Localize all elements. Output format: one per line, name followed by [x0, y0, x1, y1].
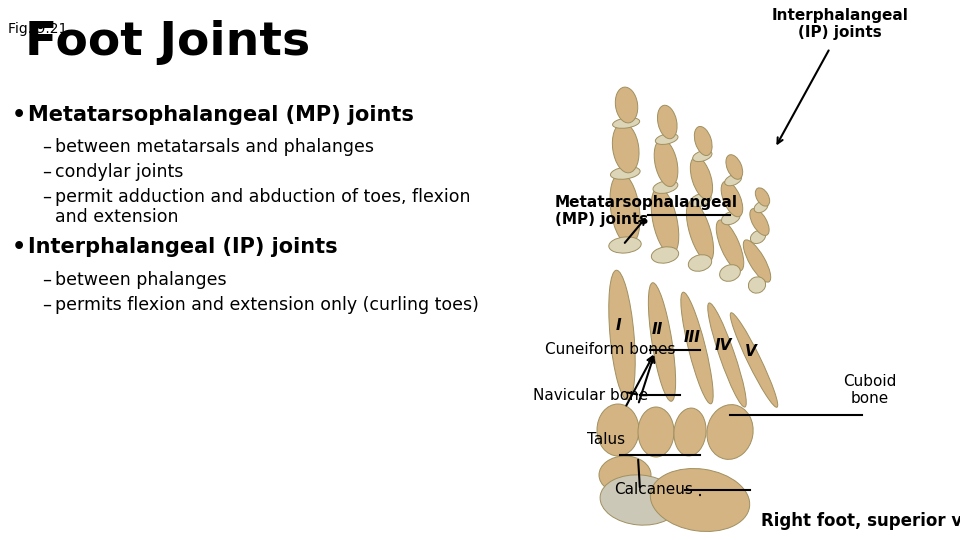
Ellipse shape	[652, 247, 679, 263]
Ellipse shape	[658, 105, 677, 139]
Ellipse shape	[611, 167, 640, 179]
Text: Interphalangeal (IP) joints: Interphalangeal (IP) joints	[28, 237, 338, 257]
Text: Cuneiform bones: Cuneiform bones	[545, 342, 676, 357]
Ellipse shape	[750, 208, 769, 235]
Text: permit adduction and abduction of toes, flexion: permit adduction and abduction of toes, …	[55, 188, 470, 206]
Ellipse shape	[656, 133, 678, 144]
Ellipse shape	[615, 87, 637, 123]
Text: Talus: Talus	[587, 433, 625, 448]
Ellipse shape	[693, 151, 712, 161]
Ellipse shape	[610, 173, 640, 245]
Ellipse shape	[707, 404, 754, 460]
Ellipse shape	[743, 240, 771, 282]
Text: •: •	[12, 237, 26, 257]
Text: –: –	[42, 138, 51, 156]
Ellipse shape	[716, 220, 744, 271]
Text: and extension: and extension	[55, 208, 179, 226]
Ellipse shape	[722, 211, 740, 225]
Text: V: V	[745, 345, 756, 360]
Text: Metatarsophalangeal
(MP) joints: Metatarsophalangeal (MP) joints	[555, 195, 738, 227]
Ellipse shape	[749, 277, 766, 293]
Ellipse shape	[725, 174, 741, 186]
Ellipse shape	[612, 123, 639, 173]
Ellipse shape	[751, 231, 765, 244]
Ellipse shape	[721, 181, 743, 217]
Ellipse shape	[694, 126, 712, 156]
Text: Navicular bone: Navicular bone	[533, 388, 648, 402]
Text: condylar joints: condylar joints	[55, 163, 183, 181]
Ellipse shape	[686, 201, 713, 262]
Text: between phalanges: between phalanges	[55, 271, 227, 289]
Text: –: –	[42, 188, 51, 206]
Ellipse shape	[612, 118, 639, 129]
Text: Right foot, superior vie: Right foot, superior vie	[761, 512, 960, 530]
Ellipse shape	[654, 139, 678, 187]
Ellipse shape	[731, 313, 778, 407]
Ellipse shape	[609, 270, 636, 400]
Text: Metatarsophalangeal (MP) joints: Metatarsophalangeal (MP) joints	[28, 105, 414, 125]
Ellipse shape	[597, 404, 639, 456]
Ellipse shape	[653, 180, 678, 193]
Ellipse shape	[755, 201, 768, 213]
Ellipse shape	[690, 193, 711, 207]
Text: III: III	[684, 329, 701, 345]
Text: –: –	[42, 163, 51, 181]
Ellipse shape	[600, 475, 680, 525]
Text: between metatarsals and phalanges: between metatarsals and phalanges	[55, 138, 374, 156]
Ellipse shape	[650, 469, 750, 531]
Text: Interphalangeal
(IP) joints: Interphalangeal (IP) joints	[772, 8, 908, 40]
Text: •: •	[12, 105, 26, 125]
Ellipse shape	[651, 187, 679, 254]
Ellipse shape	[681, 292, 713, 404]
Text: permits flexion and extension only (curling toes): permits flexion and extension only (curl…	[55, 296, 479, 314]
Ellipse shape	[648, 283, 676, 401]
Text: IV: IV	[714, 338, 732, 353]
Text: Fig. 9.21: Fig. 9.21	[8, 22, 67, 36]
Ellipse shape	[674, 408, 706, 456]
Text: Cuboid
bone: Cuboid bone	[843, 374, 897, 406]
Ellipse shape	[726, 154, 743, 179]
Ellipse shape	[599, 456, 651, 494]
Ellipse shape	[690, 157, 712, 199]
Text: Foot Joints: Foot Joints	[25, 20, 310, 65]
Text: –: –	[42, 296, 51, 314]
Ellipse shape	[688, 255, 711, 271]
Text: II: II	[652, 322, 662, 338]
Text: –: –	[42, 271, 51, 289]
Ellipse shape	[720, 265, 740, 281]
Ellipse shape	[708, 303, 746, 407]
Ellipse shape	[638, 407, 674, 457]
Text: I: I	[615, 318, 621, 333]
Text: Calcaneus: Calcaneus	[614, 483, 693, 497]
Ellipse shape	[609, 237, 641, 253]
Ellipse shape	[756, 188, 770, 206]
